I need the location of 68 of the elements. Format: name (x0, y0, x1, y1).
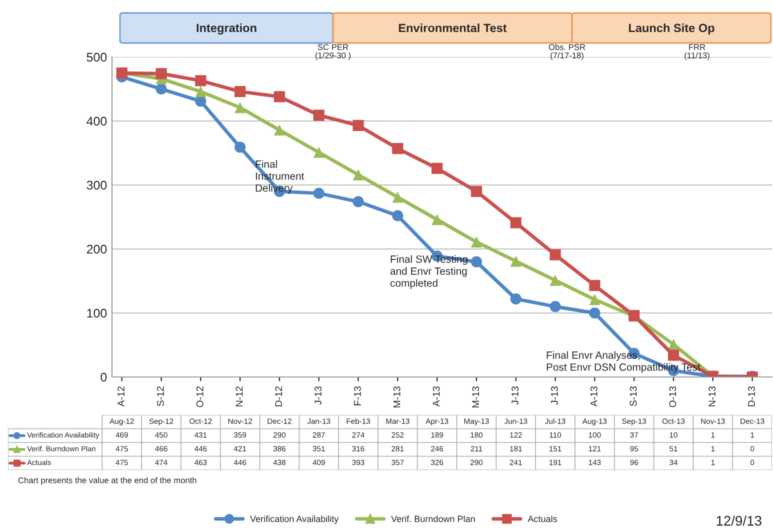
point (352, 120, 364, 132)
x-tick-label: N-12 (236, 386, 243, 406)
x-tick-label: A-13 (432, 386, 440, 407)
x-tick-label: O-12 (196, 386, 204, 408)
y-tick-label: 400 (86, 116, 107, 126)
point (195, 86, 206, 98)
point (156, 83, 167, 95)
point (432, 214, 443, 226)
point (274, 124, 286, 136)
point (195, 96, 206, 107)
x-tick-label: J-13 (551, 386, 558, 405)
point (510, 256, 522, 267)
text: 12/9/13 (716, 516, 762, 526)
point (234, 102, 246, 114)
point (234, 86, 246, 98)
point (313, 146, 324, 158)
point (668, 350, 680, 361)
point (156, 68, 167, 80)
point (392, 210, 404, 222)
point (234, 142, 246, 153)
x-tick-label: F-13 (354, 386, 361, 406)
point (470, 186, 482, 197)
point (550, 301, 561, 312)
y-tick-label: 0 (100, 372, 107, 382)
point (510, 293, 522, 304)
point (352, 196, 364, 208)
text: Actuals (528, 515, 557, 522)
point (313, 188, 324, 199)
x-tick-label: M-13 (472, 386, 480, 408)
point (470, 256, 482, 268)
point (352, 169, 364, 180)
point (589, 294, 600, 306)
x-tick-label: O-13 (669, 386, 676, 408)
x-tick-label: D-13 (748, 386, 755, 406)
point (432, 162, 443, 174)
y-tick-label: 100 (87, 308, 107, 318)
x-tick-label: N-13 (708, 386, 716, 406)
x-tick-label: D-12 (275, 386, 282, 406)
text: Chart presents the value at the end of the month (18, 477, 196, 485)
point (510, 217, 522, 228)
point (470, 236, 482, 248)
annotation: Obs. PSR (7/17-18) (548, 44, 586, 60)
text: Verif. Burndown Plan (391, 515, 475, 522)
y-tick-label: 500 (86, 52, 107, 62)
point (392, 142, 404, 154)
point (195, 75, 206, 86)
y-tick-label: 300 (86, 180, 107, 190)
x-tick-label: S-13 (630, 386, 637, 406)
x-tick-label: J-13 (512, 386, 518, 405)
y-tick-label: 200 (86, 244, 107, 254)
annotation: FRR (11/13) (684, 44, 710, 60)
point (589, 307, 600, 319)
text: Launch Site Op (629, 24, 714, 34)
text: Environmental Test (398, 24, 507, 32)
x-tick-label: J-13 (314, 386, 322, 405)
point (274, 91, 286, 102)
x-tick-label: S-12 (156, 386, 164, 406)
annotation: SC PER (1/29-30 ) (315, 44, 351, 60)
text: Verification Availability (250, 515, 339, 524)
text: Integration (196, 23, 256, 35)
point (589, 280, 600, 292)
point (313, 110, 324, 121)
point (392, 192, 404, 203)
point (550, 249, 561, 260)
x-tick-label: A-12 (118, 386, 124, 407)
point (550, 274, 561, 286)
x-tick-label: M-13 (393, 386, 400, 408)
x-tick-label: A-13 (590, 386, 598, 407)
